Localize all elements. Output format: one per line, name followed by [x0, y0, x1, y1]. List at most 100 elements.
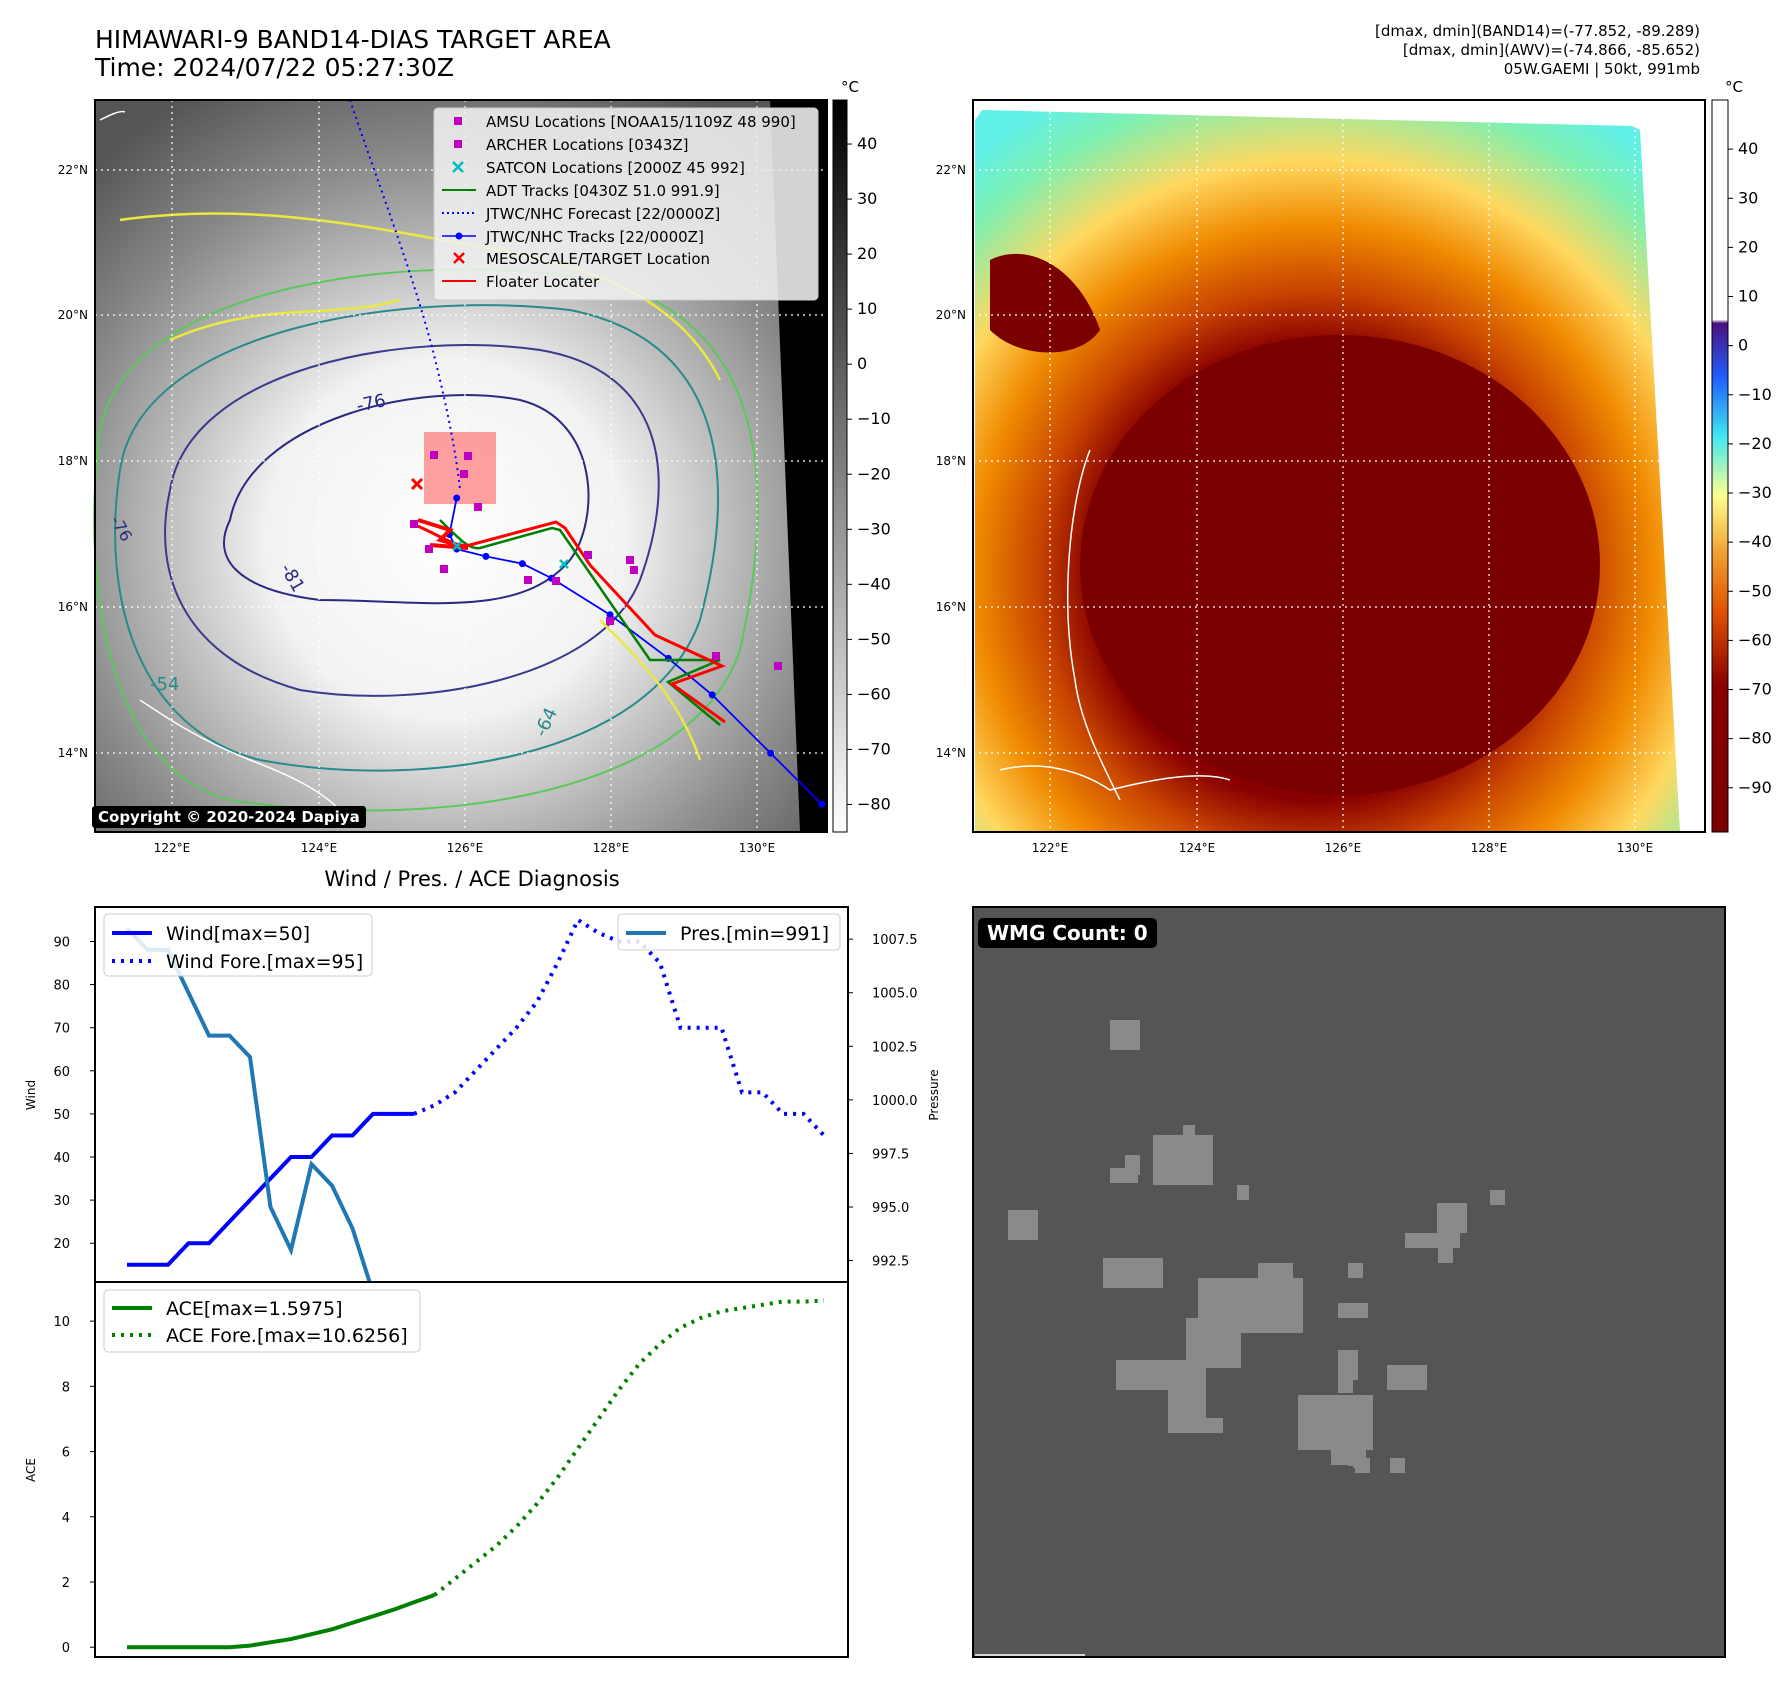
legend-amsu-symbol: [454, 117, 462, 125]
lat-tick-18-r: 18°N: [936, 454, 966, 468]
diagnosis-title: Wind / Pres. / ACE Diagnosis: [324, 867, 619, 891]
legend-floater: Floater Locater: [486, 273, 600, 291]
jtwc-track-point: [518, 560, 526, 568]
ace-series-line: [127, 1593, 436, 1650]
gray-colorbar-unit: °C: [841, 78, 859, 96]
color-colorbar-unit: °C: [1725, 78, 1743, 96]
jtwc-track-point: [708, 691, 716, 699]
wind-ytick-label: 70: [53, 1022, 70, 1037]
wind-ytick-label: 90: [53, 935, 70, 950]
gray-colorbar-tick-label: 10: [857, 299, 877, 318]
legend-archer: ARCHER Locations [0343Z]: [486, 136, 689, 154]
color-colorbar-tick-label: 30: [1738, 188, 1758, 207]
gray-colorbar-tick-label: −10: [857, 409, 891, 428]
lon-tick-126: 126°E: [447, 841, 484, 855]
gray-colorbar-tick-label: 40: [857, 134, 877, 153]
pressure-ytick-label: 1005.0: [872, 987, 918, 1002]
color-colorbar-tick-label: −20: [1738, 434, 1772, 453]
legend-mesoscale: MESOSCALE/TARGET Location: [486, 250, 710, 268]
wind-legend: Wind[max=50] Wind Fore.[max=95]: [103, 913, 373, 977]
coastline: [99, 110, 126, 121]
right-map-lon-ticks: 122°E 124°E 126°E 128°E 130°E: [1032, 841, 1654, 855]
color-colorbar-tick-label: −90: [1738, 778, 1772, 797]
ace-forecast-series-line: [433, 1298, 825, 1597]
color-colorbar-tick-label: 0: [1738, 336, 1748, 355]
lat-tick-18: 18°N: [58, 454, 88, 468]
wind-ytick-label: 60: [53, 1065, 70, 1080]
gray-colorbar-tick-label: −40: [857, 574, 891, 593]
gray-colorbar-tick-label: −20: [857, 464, 891, 483]
awv-range: [dmax, dmin](AWV)=(-74.866, -85.652): [1402, 41, 1700, 59]
legend-mesoscale-symbol: [453, 252, 465, 264]
jtwc-track-point: [606, 611, 614, 619]
color-colorbar-tick-label: −80: [1738, 729, 1772, 748]
color-colorbar-tick-label: −40: [1738, 532, 1772, 551]
gray-colorbar-tick-label: 0: [857, 354, 867, 373]
color-colorbar-tick-label: −10: [1738, 385, 1772, 404]
jtwc-track-point: [453, 494, 461, 502]
wmg-count-badge: WMG Count: 0: [978, 918, 1157, 948]
contour-31-south: [599, 619, 702, 761]
pressure-legend: Pres.[min=991]: [617, 913, 841, 951]
wind-ytick-label: 40: [53, 1151, 70, 1166]
ace-chart: ACE 0 2 4 6 8 10 ACE[max=1.5975] ACE Fore.[ma…: [24, 1281, 849, 1658]
copyright-badge: Copyright © 2020-2024 Dapiya: [92, 806, 366, 828]
pressure-ytick-label: 995.0: [872, 1201, 909, 1216]
map-legend: AMSU Locations [NOAA15/1109Z 48 990] ARC…: [433, 107, 819, 301]
ir-map-color: [972, 99, 1706, 833]
contour-31-band: [169, 298, 401, 342]
contour-54: [93, 268, 759, 812]
lon-tick-124-r: 124°E: [1179, 841, 1216, 855]
legend-satcon: SATCON Locations [2000Z 45 992]: [486, 159, 745, 177]
wind-ytick-label: 20: [53, 1237, 70, 1252]
wmg-panel: [972, 906, 1726, 1658]
band14-range: [dmax, dmin](BAND14)=(-77.852, -89.289): [1375, 22, 1700, 40]
title-line-1: HIMAWARI-9 BAND14-DIAS TARGET AREA: [95, 25, 611, 54]
legend-ace: ACE[max=1.5975]: [166, 1298, 343, 1320]
color-colorbar-tick-label: 20: [1738, 237, 1758, 256]
wind-series-line: [127, 1111, 414, 1267]
jtwc-track-point: [482, 552, 490, 560]
ace-legend: ACE[max=1.5975] ACE Fore.[max=10.6256]: [103, 1289, 421, 1353]
lat-tick-16: 16°N: [58, 600, 88, 614]
legend-wind: Wind[max=50]: [166, 923, 310, 945]
lat-tick-14: 14°N: [58, 746, 88, 760]
jtwc-forecast-track: [349, 99, 461, 491]
legend-adt: ADT Tracks [0430Z 51.0 991.9]: [486, 182, 720, 200]
ace-ytick-label: 0: [62, 1641, 70, 1656]
contour-label-54: -54: [150, 674, 179, 695]
ace-ytick-label: 6: [62, 1446, 70, 1461]
wind-ytick-label: 30: [53, 1194, 70, 1209]
ace-ytick-label: 10: [53, 1315, 70, 1330]
ir-map-gray: -76 -81 -64 -54 -76: [93, 99, 828, 833]
cold-cloud-core: [1080, 335, 1600, 795]
legend-jtwc: JTWC/NHC Tracks [22/0000Z]: [485, 228, 704, 246]
legend-satcon-symbol: [452, 161, 464, 173]
gray-colorbar-tick-label: −80: [857, 794, 891, 813]
lon-tick-122-r: 122°E: [1032, 841, 1069, 855]
color-colorbar-tick-label: −30: [1738, 483, 1772, 502]
pressure-ytick-label: 997.5: [872, 1147, 909, 1162]
title-line-2: Time: 2024/07/22 05:27:30Z: [95, 53, 454, 82]
lon-tick-130-r: 130°E: [1617, 841, 1654, 855]
mesoscale-target-marker: [410, 477, 424, 491]
color-colorbar-tick-label: −60: [1738, 630, 1772, 649]
ace-ytick-label: 2: [62, 1576, 70, 1591]
color-colorbar-tick-label: −70: [1738, 680, 1772, 699]
wmg-patches: [1008, 1020, 1505, 1473]
contour-81: [223, 394, 590, 605]
storm-info: 05W.GAEMI | 50kt, 991mb: [1503, 60, 1700, 78]
contour-64: [114, 304, 719, 772]
lat-tick-20-r: 20°N: [936, 308, 966, 322]
legend-ace-fore: ACE Fore.[max=10.6256]: [166, 1325, 408, 1347]
gray-colorbar-tick-label: 30: [857, 189, 877, 208]
legend-forecast: JTWC/NHC Forecast [22/0000Z]: [485, 205, 720, 223]
color-colorbar-tick-label: −50: [1738, 581, 1772, 600]
color-colorbar-tick-label: 40: [1738, 139, 1758, 158]
lat-tick-20: 20°N: [58, 308, 88, 322]
right-map-lat-ticks: 22°N 20°N 18°N 16°N 14°N: [936, 163, 966, 760]
lon-tick-126-r: 126°E: [1325, 841, 1362, 855]
cold-cloud-west: [990, 253, 1100, 353]
gray-colorbar-tick-label: 20: [857, 244, 877, 263]
lon-tick-128-r: 128°E: [1471, 841, 1508, 855]
